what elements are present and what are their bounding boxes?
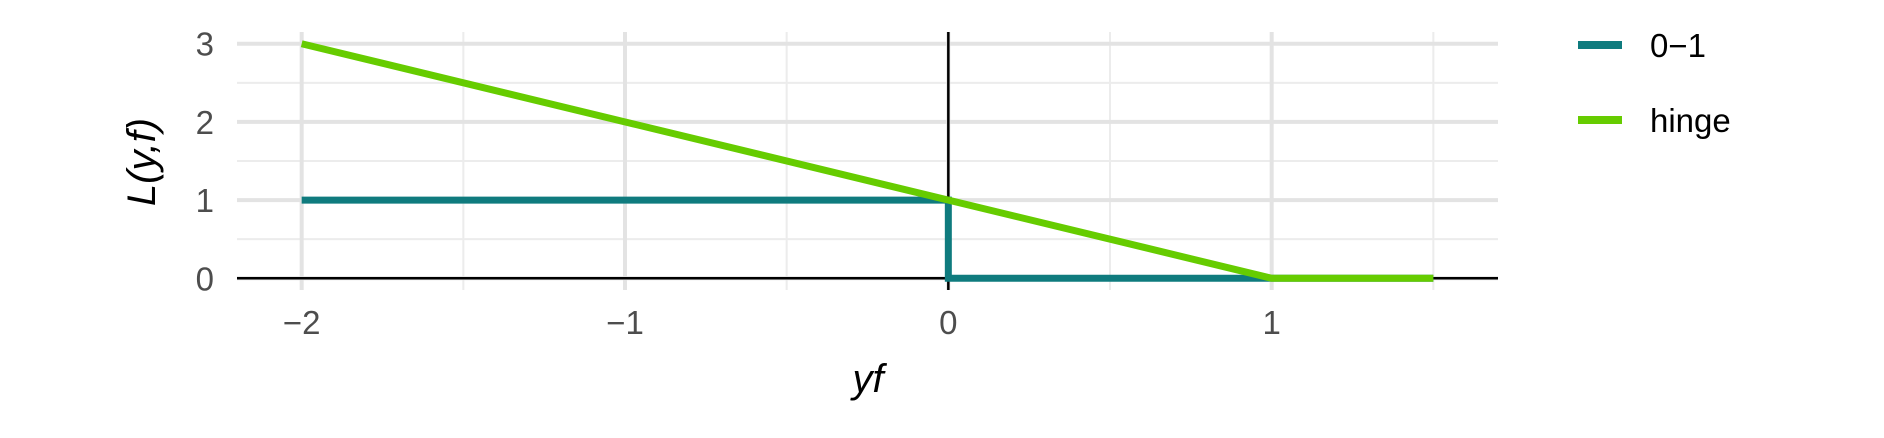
x-tick-label-0: −2: [283, 304, 321, 341]
legend: 0−1 hinge: [1578, 27, 1731, 139]
x-tick-label-1: −1: [606, 304, 644, 341]
series-line-0-1: [301, 196, 1434, 282]
legend-label-hinge: hinge: [1650, 102, 1731, 139]
y-tick-label-3: 3: [196, 26, 214, 63]
grid-minor: [237, 32, 1498, 290]
y-tick-label-2: 2: [196, 104, 214, 141]
legend-label-0-1: 0−1: [1650, 27, 1706, 64]
x-axis-ticks: −2 −1 0 1: [283, 304, 1281, 341]
series-line-hinge: [300, 40, 1434, 282]
y-axis-title: L(y,f): [120, 118, 164, 206]
y-axis-ticks: 0 1 2 3: [196, 26, 214, 298]
x-tick-label-2: 0: [939, 304, 957, 341]
y-tick-label-0: 0: [196, 260, 214, 297]
x-tick-label-3: 1: [1262, 304, 1280, 341]
x-axis-title: yf: [849, 357, 887, 401]
y-tick-label-1: 1: [196, 182, 214, 219]
series-layer: [300, 40, 1434, 282]
